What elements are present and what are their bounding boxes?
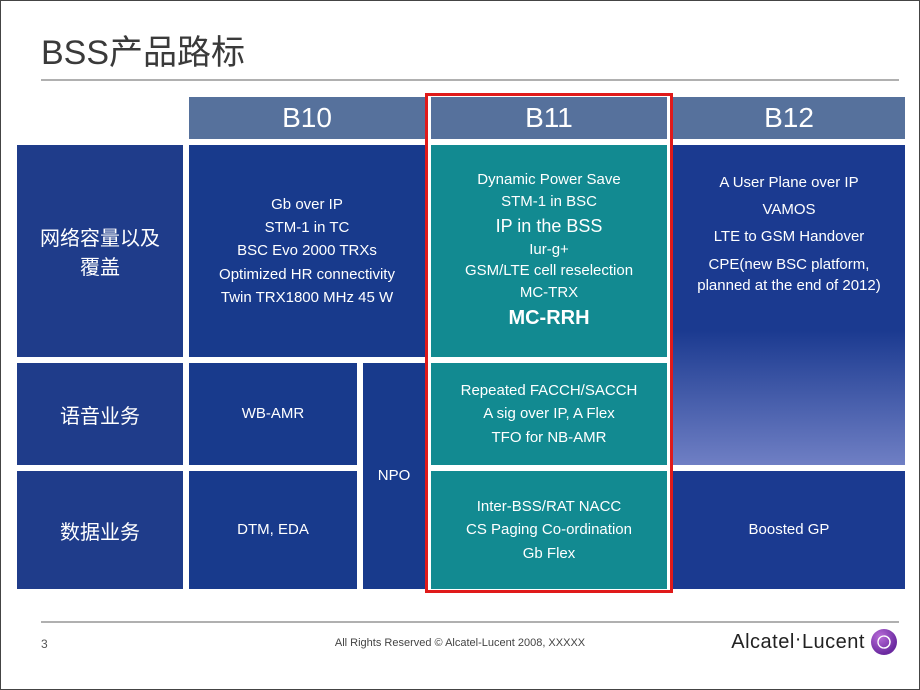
cell-line: DTM, EDA xyxy=(237,518,309,541)
copyright-text: All Rights Reserved © Alcatel-Lucent 200… xyxy=(335,637,585,649)
col-header-b12: B12 xyxy=(673,97,905,139)
cell-line: CS Paging Co-ordination xyxy=(466,518,632,541)
cell-line: Gb over IP xyxy=(271,193,343,216)
cell-line: MC-RRH xyxy=(508,304,589,333)
cell-line: Repeated FACCH/SACCH xyxy=(461,379,638,402)
cell-line: Gb Flex xyxy=(523,542,576,565)
cell-line: STM-1 in BSC xyxy=(501,191,597,213)
cell-line: NPO xyxy=(378,464,411,487)
row-label-data: 数据业务 xyxy=(17,471,183,589)
title-rule xyxy=(41,79,899,81)
cell-line: Optimized HR connectivity xyxy=(219,263,395,286)
roadmap-grid: B10 B11 B12 网络容量以及覆盖 语音业务 数据业务 Gb over I… xyxy=(17,97,905,615)
cell-line: Dynamic Power Save xyxy=(477,169,620,191)
brand: Alcatel·Lucent xyxy=(731,629,897,655)
row-label-network: 网络容量以及覆盖 xyxy=(17,145,183,357)
cell-b11-network: Dynamic Power Save STM-1 in BSC IP in th… xyxy=(431,145,667,357)
col-header-b11: B11 xyxy=(431,97,667,139)
cell-line: LTE to GSM Handover xyxy=(714,223,865,250)
cell-line: Iur-g+ xyxy=(529,239,569,261)
cell-line: BSC Evo 2000 TRXs xyxy=(237,239,377,262)
cell-line: Boosted GP xyxy=(749,518,830,541)
cell-b12-top: A User Plane over IP VAMOS LTE to GSM Ha… xyxy=(673,145,905,465)
cell-line: WB-AMR xyxy=(242,402,305,425)
cell-b10-network: Gb over IP STM-1 in TC BSC Evo 2000 TRXs… xyxy=(189,145,425,357)
brand-text: Alcatel·Lucent xyxy=(731,631,865,654)
cell-b10-data: DTM, EDA xyxy=(189,471,357,589)
col-header-b10: B10 xyxy=(189,97,425,139)
cell-line: MC-TRX xyxy=(520,282,578,304)
cell-line: CPE(new BSC platform, planned at the end… xyxy=(681,254,897,296)
cell-line: Twin TRX1800 MHz 45 W xyxy=(221,286,393,309)
cell-b12-data: Boosted GP xyxy=(673,471,905,589)
cell-b11-voice: Repeated FACCH/SACCH A sig over IP, A Fl… xyxy=(431,363,667,465)
page-number: 3 xyxy=(41,637,48,651)
cell-line: Inter-BSS/RAT NACC xyxy=(477,495,621,518)
bottom-rule xyxy=(41,621,899,623)
row-label-text: 网络容量以及覆盖 xyxy=(40,222,160,280)
cell-line: STM-1 in TC xyxy=(265,216,350,239)
cell-line: A User Plane over IP xyxy=(719,169,858,196)
cell-line: TFO for NB-AMR xyxy=(492,426,607,449)
cell-line: VAMOS xyxy=(762,196,815,223)
cell-b11-data: Inter-BSS/RAT NACC CS Paging Co-ordinati… xyxy=(431,471,667,589)
brand-logo-icon xyxy=(871,629,897,655)
row-label-voice: 语音业务 xyxy=(17,363,183,465)
cell-line: A sig over IP, A Flex xyxy=(483,402,614,425)
cell-b10-voice: WB-AMR xyxy=(189,363,357,465)
cell-line: IP in the BSS xyxy=(496,213,603,239)
cell-line: GSM/LTE cell reselection xyxy=(465,260,633,282)
cell-npo: NPO xyxy=(363,363,425,589)
page-title: BSS产品路标 xyxy=(41,25,245,74)
